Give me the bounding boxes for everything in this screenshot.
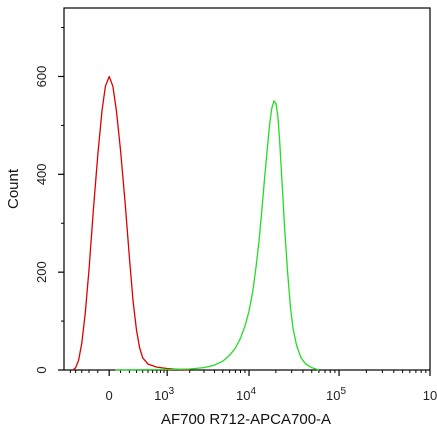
y-tick-label: 400 <box>34 163 49 185</box>
x-tick-label: 104 <box>236 386 256 403</box>
x-tick-exponent: 4 <box>250 386 256 397</box>
y-axis-ticks: 0 200 400 600 <box>34 27 64 374</box>
y-tick-label: 600 <box>34 66 49 88</box>
x-axis-ticks: 0 103 104 105 10 <box>69 370 437 403</box>
x-tick-label: 103 <box>154 386 174 403</box>
y-tick-label: 200 <box>34 261 49 283</box>
x-axis-title: AF700 R712-APCA700-A <box>161 411 331 428</box>
x-tick-label: 0 <box>106 388 113 403</box>
histogram-line-2 <box>115 100 320 371</box>
y-axis-title: Count <box>5 168 22 209</box>
histogram-series <box>72 75 320 371</box>
x-tick-exponent: 5 <box>340 386 346 397</box>
histogram-line-1 <box>72 75 190 371</box>
y-tick-label: 0 <box>34 366 49 373</box>
plot-frame <box>63 7 431 371</box>
x-tick-exponent: 3 <box>169 386 175 397</box>
x-tick-label: 105 <box>326 386 346 403</box>
x-tick-label: 10 <box>423 388 437 403</box>
